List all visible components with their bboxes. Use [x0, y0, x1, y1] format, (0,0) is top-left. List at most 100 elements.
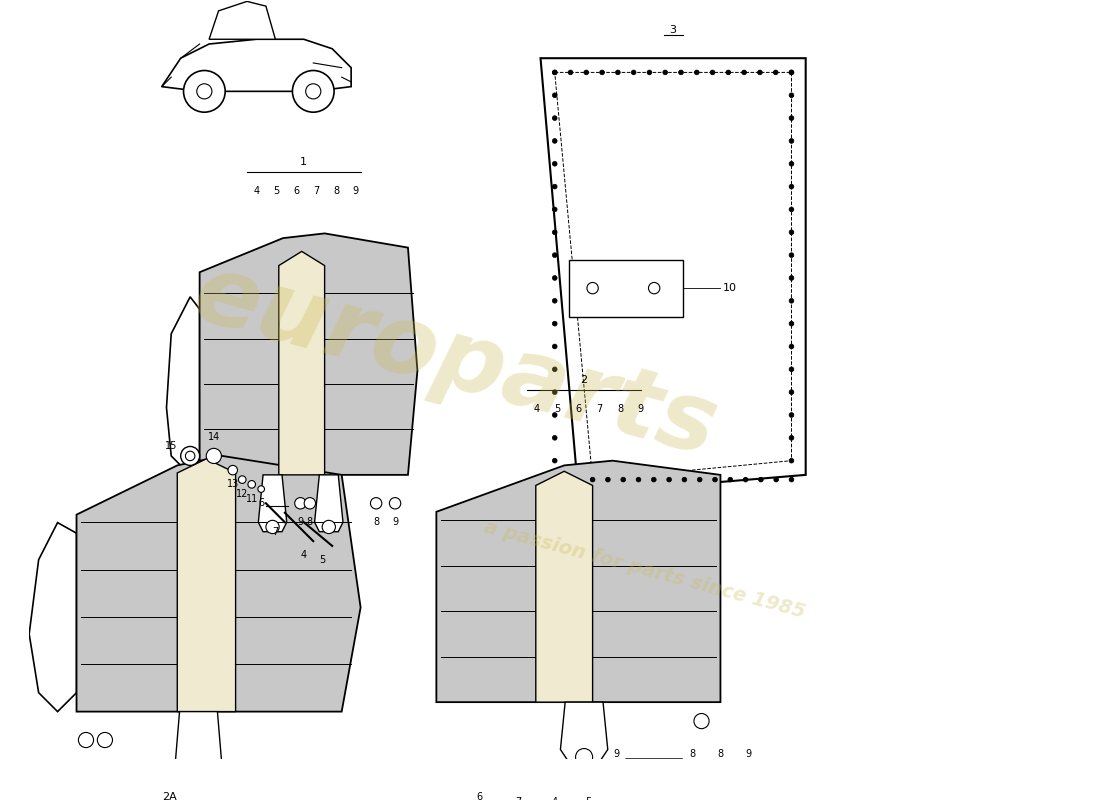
Circle shape [552, 322, 557, 326]
Circle shape [552, 367, 557, 372]
Text: 5: 5 [585, 797, 591, 800]
Circle shape [552, 230, 557, 234]
Circle shape [552, 298, 557, 303]
Text: 2: 2 [581, 375, 587, 385]
Text: 14: 14 [208, 432, 220, 442]
Text: 7: 7 [516, 797, 521, 800]
Text: 4: 4 [253, 186, 260, 196]
Text: 9: 9 [746, 750, 752, 759]
Text: 9: 9 [392, 518, 398, 527]
Circle shape [371, 498, 382, 509]
Text: europarts: europarts [184, 246, 727, 476]
Circle shape [477, 771, 491, 785]
Polygon shape [554, 73, 792, 480]
Circle shape [552, 275, 557, 280]
Text: 4: 4 [300, 550, 307, 560]
Circle shape [98, 733, 112, 747]
Polygon shape [569, 260, 683, 317]
Circle shape [789, 478, 794, 482]
Circle shape [197, 84, 212, 99]
Circle shape [620, 478, 626, 482]
Circle shape [686, 768, 697, 778]
Circle shape [207, 448, 221, 463]
Circle shape [239, 476, 246, 483]
Polygon shape [560, 702, 608, 764]
Text: 8: 8 [373, 518, 380, 527]
Circle shape [616, 70, 620, 74]
Circle shape [552, 390, 557, 394]
Text: 8: 8 [689, 750, 695, 759]
Circle shape [293, 70, 334, 112]
Text: 6: 6 [258, 498, 264, 508]
Text: 7: 7 [596, 403, 603, 414]
Circle shape [789, 253, 794, 258]
Text: 4: 4 [552, 797, 558, 800]
Circle shape [184, 70, 226, 112]
Polygon shape [536, 471, 593, 702]
Circle shape [78, 733, 94, 747]
Polygon shape [258, 475, 287, 532]
Circle shape [694, 714, 710, 729]
Circle shape [789, 322, 794, 326]
Text: 1: 1 [300, 158, 307, 167]
Circle shape [789, 367, 794, 372]
Polygon shape [278, 251, 324, 475]
Circle shape [789, 298, 794, 303]
Polygon shape [30, 522, 77, 712]
Text: 5: 5 [273, 186, 279, 196]
Polygon shape [540, 58, 805, 494]
Text: 9: 9 [638, 403, 644, 414]
Circle shape [773, 478, 779, 482]
Circle shape [295, 498, 306, 509]
Circle shape [305, 498, 316, 509]
Text: 15: 15 [165, 442, 177, 451]
Circle shape [789, 435, 794, 440]
Circle shape [789, 458, 794, 463]
Circle shape [322, 520, 335, 534]
Text: 13: 13 [227, 479, 239, 490]
Circle shape [605, 478, 610, 482]
Circle shape [636, 478, 641, 482]
Circle shape [789, 390, 794, 394]
Polygon shape [175, 712, 222, 782]
Polygon shape [166, 297, 199, 475]
Text: 8: 8 [617, 403, 623, 414]
Polygon shape [315, 475, 343, 532]
Polygon shape [626, 759, 683, 787]
Circle shape [552, 70, 557, 74]
Circle shape [647, 70, 652, 74]
Circle shape [773, 70, 778, 74]
Circle shape [639, 767, 650, 779]
Circle shape [679, 70, 683, 74]
Text: 6: 6 [575, 403, 582, 414]
Circle shape [552, 458, 557, 463]
Text: 4: 4 [534, 403, 540, 414]
Circle shape [631, 70, 636, 74]
Text: 10: 10 [723, 283, 737, 293]
Circle shape [726, 70, 730, 74]
Circle shape [789, 138, 794, 143]
Polygon shape [162, 39, 351, 91]
Circle shape [306, 84, 321, 99]
Polygon shape [507, 764, 531, 787]
Polygon shape [177, 458, 235, 712]
Circle shape [552, 413, 557, 418]
Circle shape [552, 162, 557, 166]
Circle shape [552, 344, 557, 349]
Circle shape [584, 70, 588, 74]
Circle shape [552, 70, 557, 74]
Circle shape [682, 478, 686, 482]
Circle shape [552, 138, 557, 143]
Circle shape [789, 344, 794, 349]
Circle shape [728, 478, 733, 482]
Circle shape [552, 207, 557, 212]
Circle shape [663, 70, 668, 74]
Text: 7: 7 [273, 526, 278, 537]
Circle shape [612, 768, 621, 778]
Circle shape [389, 498, 400, 509]
Circle shape [190, 767, 207, 785]
Circle shape [697, 478, 702, 482]
Circle shape [483, 774, 490, 782]
Circle shape [649, 282, 660, 294]
Circle shape [789, 93, 794, 98]
